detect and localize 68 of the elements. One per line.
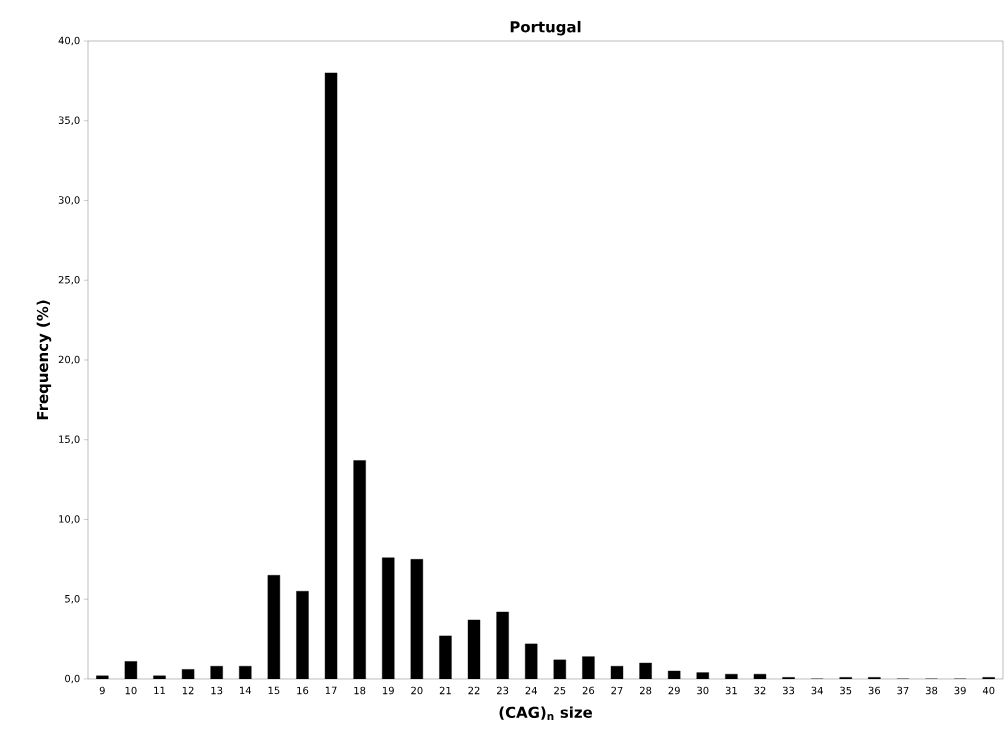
y-tick-label: 0,0 [65,674,80,684]
y-tick-label: 40,0 [58,36,80,46]
x-tick-label: 37 [897,686,909,695]
bar [353,460,366,679]
x-tick-label: 26 [582,686,595,695]
y-tick-label: 5,0 [65,594,80,604]
bar [696,672,709,679]
x-tick-label: 13 [211,686,223,695]
x-tick-label: 20 [411,686,423,695]
bar [667,670,681,679]
y-tick-label: 15,0 [59,435,80,445]
y-tick-label: 20,0 [58,355,80,365]
bar [296,591,309,679]
x-tick-label: 19 [383,686,394,695]
x-tick-label: 35 [840,686,852,695]
y-tick-label: 35,0 [58,116,80,126]
bar [753,674,767,679]
y-axis-title: Frequency (%) [36,300,52,420]
bar [181,669,195,679]
x-axis-title: (CAG)$_{n}$ size [499,706,593,720]
bar [267,575,281,679]
y-tick-label: 10,0 [59,515,80,524]
x-tick-label: 16 [297,686,309,695]
x-tick-label: 25 [554,686,566,695]
x-tick-label: 33 [782,686,795,695]
y-tick-label: 25,0 [58,275,80,285]
bar [496,611,509,679]
bar [639,662,652,679]
x-tick-label: 30 [697,686,709,695]
x-tick-label: 34 [811,686,823,695]
x-tick-label: 14 [240,686,252,695]
x-tick-label: 17 [325,686,337,695]
x-tick-label: 10 [125,686,137,695]
x-tick-label: 40 [982,686,995,695]
x-tick-label: 24 [525,686,537,695]
bar [725,674,738,679]
bar [239,666,252,679]
bar [582,656,595,679]
bar [153,675,166,679]
bar [610,666,624,679]
x-tick-label: 11 [154,686,165,695]
x-tick-label: 29 [668,686,680,695]
bar [382,557,395,679]
x-tick-label: 38 [925,686,938,695]
bar [210,666,223,679]
bar [96,675,109,679]
bar [525,643,538,679]
x-tick-label: 18 [354,686,366,695]
x-tick-label: 23 [497,686,509,695]
x-tick-label: 28 [639,686,652,695]
x-tick-label: 32 [754,686,766,695]
bar [439,635,452,679]
bar [553,659,567,679]
y-tick-label: 30,0 [58,196,80,205]
x-tick-label: 21 [439,686,451,695]
x-tick-label: 31 [725,686,737,695]
x-tick-label: 27 [611,686,623,695]
x-tick-label: 15 [268,686,280,695]
bar [467,619,481,679]
bar [324,72,338,679]
x-tick-label: 9 [99,686,105,695]
chart-title: Portugal [510,20,581,36]
x-tick-label: 12 [182,686,194,695]
bar [410,559,424,679]
x-tick-label: 39 [954,686,966,695]
bar [124,661,138,679]
x-tick-label: 22 [468,686,480,695]
x-tick-label: 36 [868,686,881,695]
